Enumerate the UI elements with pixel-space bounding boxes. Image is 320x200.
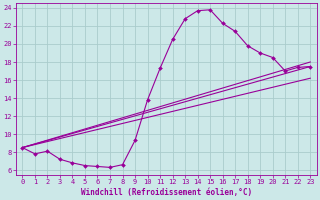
X-axis label: Windchill (Refroidissement éolien,°C): Windchill (Refroidissement éolien,°C) bbox=[81, 188, 252, 197]
